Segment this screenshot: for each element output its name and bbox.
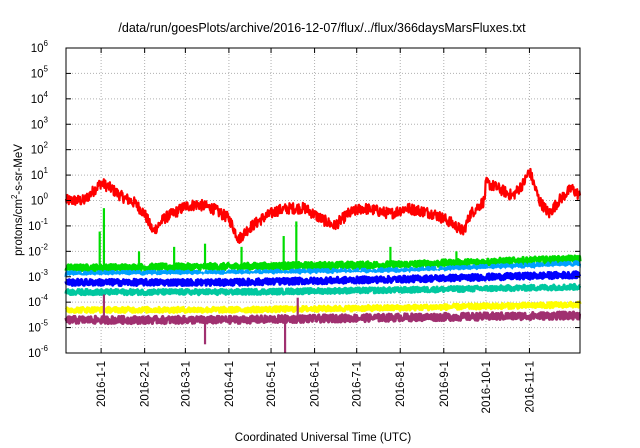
y-tick-label: 102	[31, 141, 49, 157]
y-tick-exponent: -6	[41, 344, 49, 353]
x-axis-label: Coordinated Universal Time (UTC)	[235, 432, 412, 444]
y-tick-base: 10	[31, 43, 44, 55]
y-tick-label: 104	[31, 90, 49, 106]
y-tick-base: 10	[28, 323, 41, 335]
x-tick-label: 2016-11-1	[524, 361, 536, 413]
y-tick-base: 10	[28, 297, 41, 309]
y-tick-label: 100	[31, 192, 49, 208]
x-tick-label: 2016-5-1	[266, 361, 278, 407]
y-tick-exponent: 3	[44, 115, 49, 124]
y-axis-label-main: protons/cm	[13, 199, 25, 256]
y-tick-exponent: -3	[41, 268, 49, 277]
y-tick-exponent: -5	[41, 319, 49, 328]
y-tick-base: 10	[31, 94, 44, 106]
series-group	[64, 167, 582, 353]
y-tick-base: 10	[31, 170, 44, 182]
y-tick-base: 10	[28, 348, 41, 360]
series-line-4	[64, 270, 582, 287]
series-line-6	[64, 300, 582, 314]
y-axis-label-superscript: 2	[10, 194, 19, 199]
y-tick-label: 10-2	[28, 242, 48, 258]
y-axis-label: protons/cm2-s-sr-MeV	[10, 144, 25, 256]
y-tick-exponent: 6	[44, 39, 49, 48]
y-tick-label: 101	[31, 166, 49, 182]
x-tick-label: 2016-3-1	[180, 361, 192, 407]
y-tick-base: 10	[31, 145, 44, 157]
y-tick-label: 105	[31, 64, 49, 80]
chart-title: /data/run/goesPlots/archive/2016-12-07/f…	[118, 21, 526, 35]
y-tick-base: 10	[28, 272, 41, 284]
y-tick-exponent: -2	[41, 242, 49, 251]
y-tick-base: 10	[31, 68, 44, 80]
y-tick-label: 10-4	[28, 293, 48, 309]
y-tick-exponent: 0	[44, 192, 49, 201]
x-tick-label: 2016-6-1	[310, 361, 322, 407]
series-line-1	[64, 254, 582, 273]
y-tick-label: 10-5	[28, 319, 48, 335]
y-tick-exponent: 5	[44, 64, 49, 73]
y-tick-exponent: 1	[44, 166, 49, 175]
y-tick-exponent: 4	[44, 90, 49, 99]
y-tick-label: 10-1	[28, 217, 48, 233]
y-tick-label: 10-3	[28, 268, 48, 284]
x-tick-label: 2016-9-1	[439, 361, 451, 407]
y-axis-ticks: 10-610-510-410-310-210-11001011021031041…	[28, 39, 580, 360]
series-line-7	[64, 310, 582, 326]
y-tick-exponent: -1	[41, 217, 49, 226]
y-tick-exponent: -4	[41, 293, 49, 302]
x-tick-label: 2016-8-1	[395, 361, 407, 407]
x-tick-label: 2016-2-1	[140, 361, 152, 407]
series-line-0	[64, 167, 582, 244]
x-axis-ticks: 2016-1-1 2016-2-1 2016-3-1 2016-4-1 2016-5-1…	[96, 48, 536, 413]
x-tick-label: 2016-4-1	[224, 361, 236, 407]
series-line-5	[64, 282, 582, 297]
y-tick-base: 10	[31, 196, 44, 208]
y-tick-label: 103	[31, 115, 49, 131]
y-tick-exponent: 2	[44, 141, 49, 150]
series-line-3	[64, 265, 582, 282]
series-line-2	[64, 260, 582, 280]
y-tick-base: 10	[28, 221, 41, 233]
x-tick-label: 2016-10-1	[481, 361, 493, 413]
y-tick-base: 10	[31, 119, 44, 131]
y-tick-label: 106	[31, 39, 49, 55]
y-axis-label-rest: -s-sr-MeV	[13, 144, 25, 195]
y-tick-base: 10	[28, 246, 41, 258]
x-tick-label: 2016-7-1	[352, 361, 364, 407]
y-tick-label: 10-6	[28, 344, 48, 360]
x-tick-label: 2016-1-1	[96, 361, 108, 407]
